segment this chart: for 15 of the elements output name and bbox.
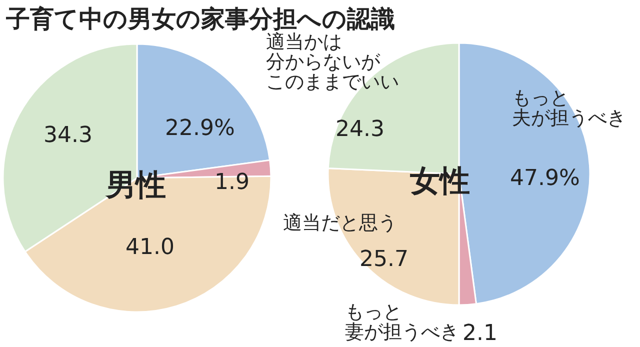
chart-title: 子育て中の男女の家事分担への認識 — [5, 5, 395, 33]
text: 女性 — [409, 164, 470, 199]
slice-label: もっと妻が担うべき — [345, 301, 459, 343]
data-label: 41.0 — [126, 235, 174, 260]
data-label: 22.9% — [165, 116, 235, 141]
data-label: 25.7 — [360, 247, 408, 272]
data-label: 24.3 — [336, 117, 384, 142]
text: 男性 — [105, 168, 166, 203]
slice-label: 適当かは分からないがこのままでいい — [266, 31, 399, 93]
slice-label: 適当だと思う — [283, 212, 397, 234]
data-label: 2.1 — [462, 321, 498, 346]
slice-label: もっと夫が担うべき — [512, 87, 626, 129]
data-label: 34.3 — [44, 123, 92, 148]
data-label: 1.9 — [214, 170, 250, 195]
data-label: 47.9% — [510, 166, 580, 191]
